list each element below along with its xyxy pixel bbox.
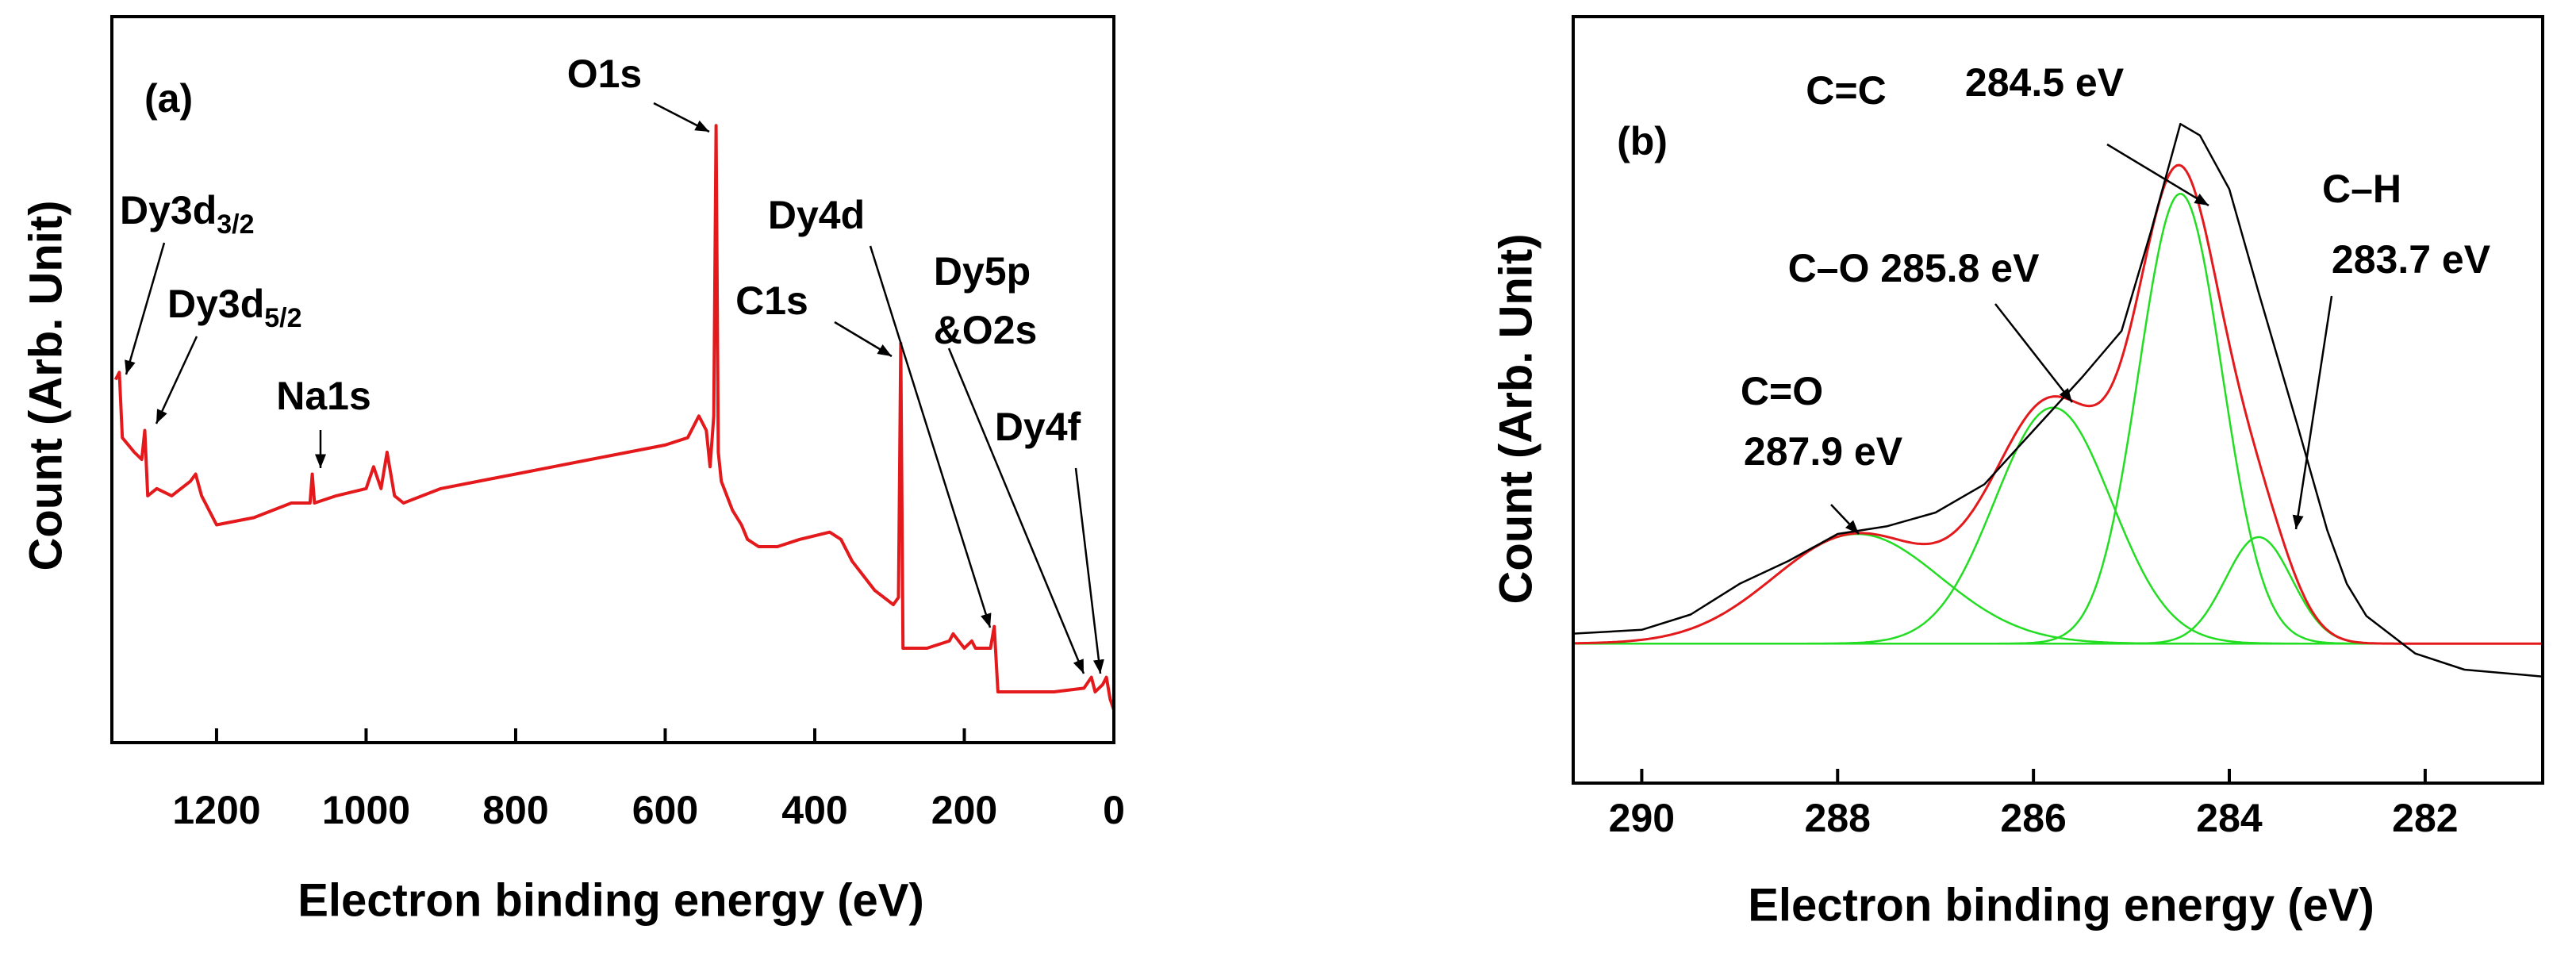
x-tick-label: 290 [1609, 796, 1675, 840]
axes-frame [1572, 15, 2544, 785]
x-axis-label: Electron binding energy (eV) [1748, 879, 2374, 931]
annotation-text: 287.9 eV [1744, 429, 1903, 474]
x-tick-label: 1200 [172, 788, 260, 832]
annotation-text: C=C [1806, 68, 1886, 113]
annotation-arrow [1074, 467, 1104, 674]
annotation: Na1s [276, 374, 371, 418]
axes-frame [110, 15, 1115, 744]
annotation: C–O 285.8 eV [1788, 246, 2040, 290]
annotation: Dy4f [995, 405, 1081, 449]
annotation-text: 284.5 eV [1965, 60, 2125, 105]
annotation-text: Dy4f [995, 405, 1081, 449]
x-tick-label: 286 [2000, 796, 2066, 840]
annotation-text: (b) [1617, 119, 1668, 163]
annotation-arrow [1994, 303, 2073, 403]
fit-envelope [1573, 163, 2543, 645]
x-tick-label: 1000 [322, 788, 410, 832]
x-axis-label: Electron binding energy (eV) [298, 874, 924, 926]
annotation: C=O [1741, 369, 1823, 413]
annotation-arrow [834, 321, 893, 358]
annotation-text: 283.7 eV [2332, 237, 2491, 282]
annotation: O1s [567, 52, 643, 96]
spectrum-line [1572, 122, 2543, 678]
annotation-arrow [125, 242, 166, 375]
annotation-text: Dy4d [768, 193, 865, 237]
annotation-arrow [2292, 295, 2333, 530]
x-tick-label: 0 [1103, 788, 1125, 832]
y-axis-label: Count (Arb. Unit) [1490, 233, 1541, 604]
annotation: C1s [735, 278, 808, 323]
annotation-text: (a) [144, 76, 193, 121]
annotation: Dy5p [934, 249, 1031, 294]
x-tick-label: 800 [482, 788, 548, 832]
x-tick-label: 400 [781, 788, 847, 832]
annotation-text: Dy3d [120, 188, 217, 232]
fit-component [1573, 406, 2543, 645]
annotation-text: Na1s [276, 374, 371, 418]
x-tick-label: 600 [632, 788, 698, 832]
annotation-subscript: 3/2 [217, 209, 254, 240]
spectrum-line [113, 124, 1114, 711]
annotation: Dy4d [768, 193, 865, 237]
plot-area [113, 124, 1114, 711]
fit-component [1573, 536, 2543, 645]
annotation-text: Dy3d [167, 282, 264, 326]
annotation-text: C1s [735, 278, 808, 323]
annotation-text: C–O 285.8 eV [1788, 246, 2040, 290]
x-tick-label: 288 [1805, 796, 1871, 840]
annotation-arrow [947, 348, 1085, 674]
annotation: C=C [1806, 68, 1886, 113]
annotation-text: O1s [567, 52, 643, 96]
annotation-text: C–H [2322, 167, 2401, 211]
annotation-text: &O2s [934, 308, 1038, 352]
annotation-arrow [155, 336, 198, 424]
annotation: (a) [144, 76, 193, 121]
x-tick-label: 282 [2392, 796, 2458, 840]
panel: 290 288 286 284 282 Electron binding energy (… [1490, 15, 2544, 931]
annotation: 287.9 eV [1744, 429, 1903, 474]
fit-component [1573, 532, 2543, 645]
y-axis-label: Count (Arb. Unit) [20, 200, 71, 570]
annotation: Dy3d3/2 [120, 188, 255, 240]
annotation-arrow [869, 245, 992, 628]
x-tick-label: 284 [2196, 796, 2263, 840]
plot-area [1573, 163, 2543, 645]
annotation: 283.7 eV [2332, 237, 2491, 282]
annotation-subscript: 5/2 [264, 303, 301, 333]
x-tick-label: 200 [931, 788, 997, 832]
annotation-text: Dy5p [934, 249, 1031, 294]
annotation: &O2s [934, 308, 1038, 352]
annotation-arrow [2106, 143, 2209, 207]
annotation-text: C=O [1741, 369, 1823, 413]
annotation: 284.5 eV [1965, 60, 2125, 105]
annotation-arrow [653, 102, 710, 133]
annotation-arrow [1830, 504, 1860, 535]
annotation: C–H [2322, 167, 2401, 211]
annotation: (b) [1617, 119, 1668, 163]
panel: 1200 1000 800 600 400 200 0 Electron binding en… [20, 15, 1125, 926]
annotation: Dy3d5/2 [167, 282, 302, 333]
